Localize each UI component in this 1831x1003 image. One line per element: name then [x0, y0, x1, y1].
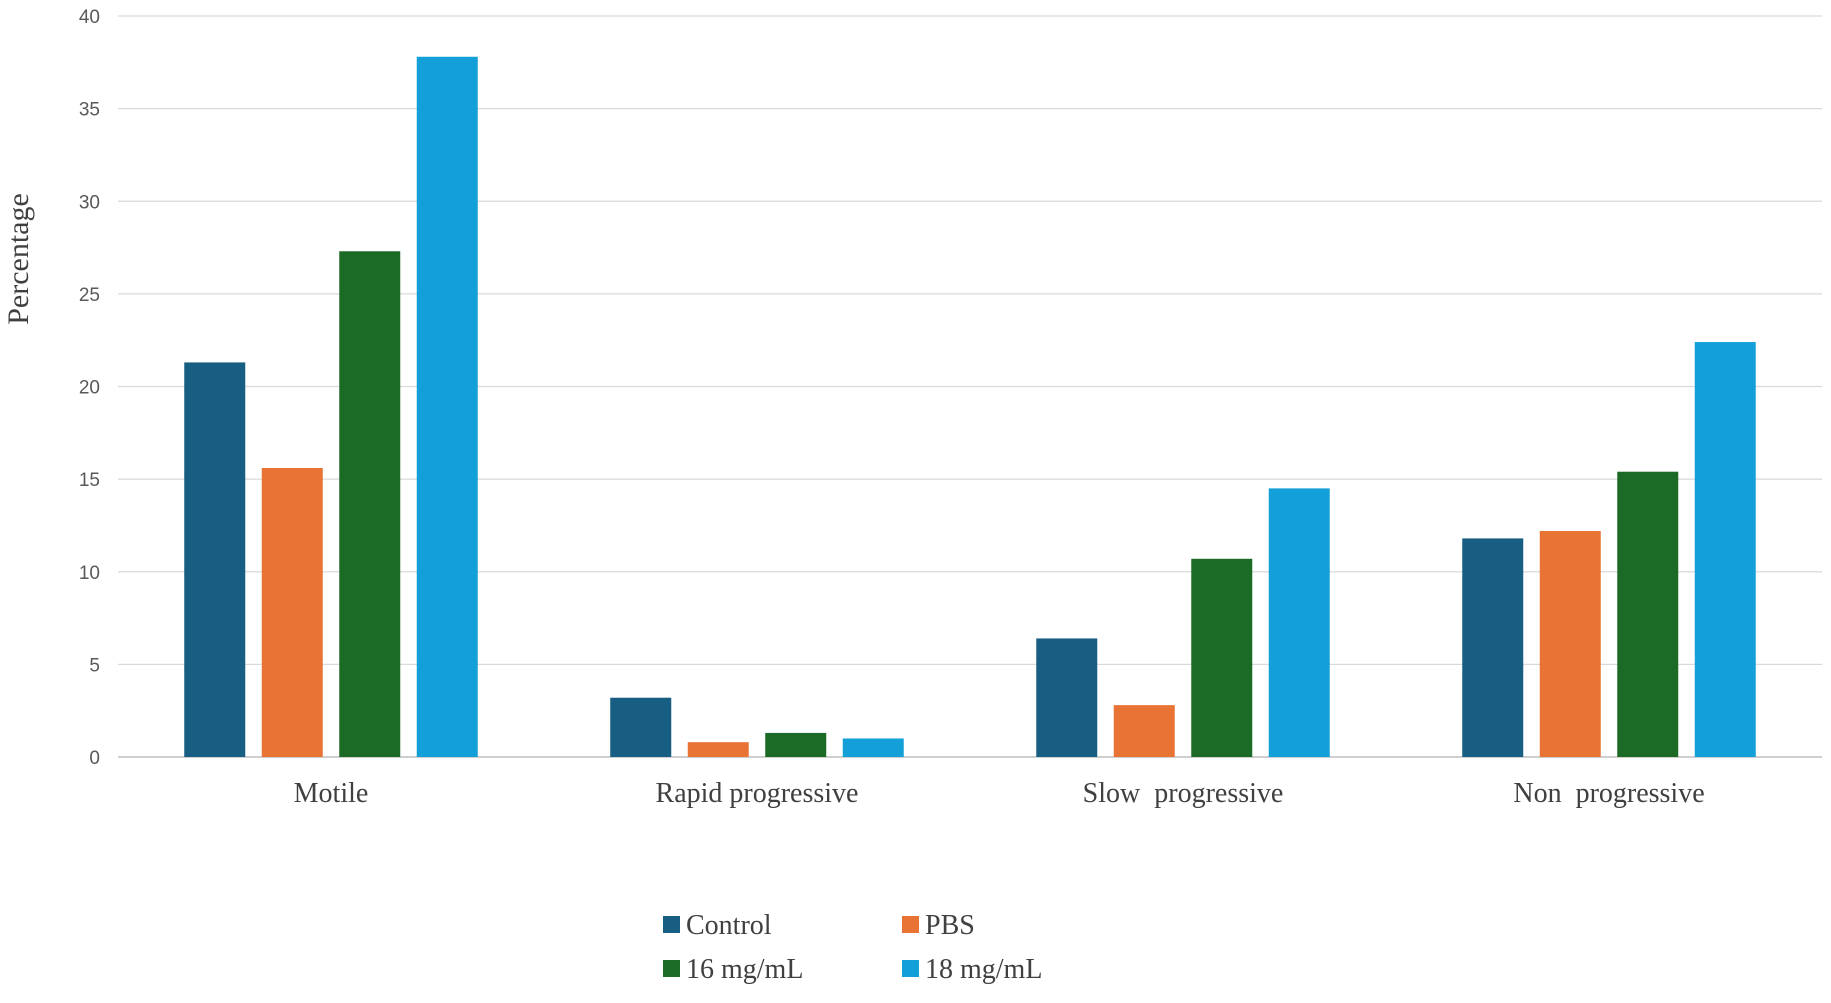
bar-pbs-non-progressive — [1539, 530, 1601, 757]
bar-pbs-slow-progressive — [1113, 705, 1175, 757]
gridlines — [118, 15, 1822, 758]
bar-control-motile — [184, 362, 246, 757]
bars — [184, 56, 1756, 757]
bar-pbs-motile — [261, 468, 323, 757]
legend-label: Control — [686, 910, 772, 941]
y-tick-label: 5 — [89, 655, 100, 676]
x-category-label: Non progressive — [1513, 778, 1704, 809]
y-tick-label: 20 — [79, 378, 100, 399]
legend-label: 16 mg/mL — [686, 954, 803, 985]
bar-16-mg-ml-non-progressive — [1617, 471, 1679, 757]
bar-16-mg-ml-slow-progressive — [1191, 558, 1253, 757]
x-category-label: Slow progressive — [1083, 778, 1284, 809]
legend-swatch — [663, 916, 680, 933]
y-tick-label: 0 — [89, 748, 100, 769]
legend-swatch — [902, 960, 919, 977]
legend-swatch — [902, 916, 919, 933]
bar-control-non-progressive — [1462, 538, 1524, 757]
y-tick-label: 10 — [79, 563, 100, 584]
bar-pbs-rapid-progressive — [687, 742, 749, 757]
y-tick-label: 15 — [79, 470, 100, 491]
bar-18-mg-ml-non-progressive — [1694, 342, 1756, 757]
legend: Control PBS 16 mg/mL 18 mg/mL — [663, 910, 1042, 985]
x-axis-category-labels: Motile Rapid progressive Slow progressive N… — [294, 778, 1705, 809]
y-tick-label: 35 — [79, 100, 100, 121]
bar-16-mg-ml-motile — [339, 251, 401, 757]
x-category-label: Motile — [294, 778, 369, 809]
bar-18-mg-ml-slow-progressive — [1268, 488, 1330, 757]
bar-18-mg-ml-motile — [416, 56, 478, 757]
bar-16-mg-ml-rapid-progressive — [765, 732, 827, 757]
y-axis-tick-labels: 0 5 10 15 20 25 30 35 40 — [79, 7, 100, 769]
y-tick-label: 25 — [79, 285, 100, 306]
y-axis-title: Percentage — [2, 193, 35, 325]
legend-swatch — [663, 960, 680, 977]
y-tick-label: 40 — [79, 7, 100, 28]
bar-control-slow-progressive — [1036, 638, 1098, 757]
x-category-label: Rapid progressive — [656, 778, 859, 809]
bar-18-mg-ml-rapid-progressive — [842, 738, 904, 757]
legend-label: PBS — [925, 910, 975, 941]
legend-label: 18 mg/mL — [925, 954, 1042, 985]
y-tick-label: 30 — [79, 192, 100, 213]
bar-control-rapid-progressive — [610, 697, 672, 757]
